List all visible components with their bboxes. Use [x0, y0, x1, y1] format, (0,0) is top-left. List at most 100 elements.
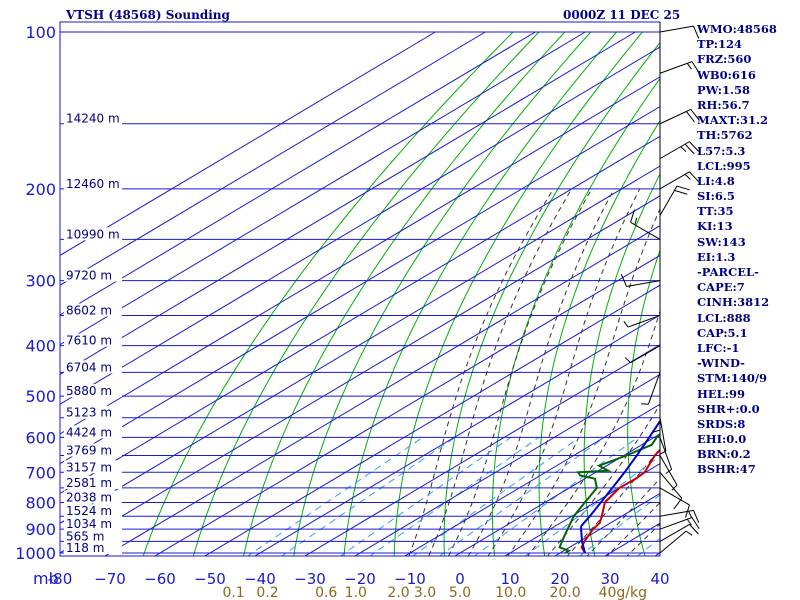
moist-adiabat-line: [467, 188, 615, 556]
sounding-index-item: L57:5.3: [697, 143, 746, 158]
height-label-backdrop: [64, 475, 122, 489]
height-label-backdrop: [64, 443, 122, 457]
wind-barb: [659, 437, 673, 475]
isotherm-line: [60, 31, 536, 316]
sounding-traces: [558, 419, 660, 554]
wind-barb-half-feather: [634, 217, 638, 225]
height-label-text: 12460 m: [66, 177, 120, 191]
wind-barb-staff: [627, 314, 661, 328]
height-label-backdrop: [64, 360, 122, 374]
height-label-backdrop: [64, 541, 122, 554]
wind-barb: [623, 314, 661, 328]
wind-barb: [659, 509, 700, 523]
height-label: 5123 m: [64, 405, 122, 420]
sounding-index-item: EI:1.3: [697, 249, 736, 264]
height-label-backdrop: [64, 504, 122, 518]
moist-adiabat-line: [507, 207, 660, 556]
dewpoint-trace: [558, 432, 660, 554]
temperature-tick-label: 0: [455, 570, 465, 588]
sounding-index-item: PW:1.58: [697, 82, 751, 97]
mixing-ratio-label: 5.0: [449, 585, 471, 600]
moist-adiabat-line: [586, 477, 660, 556]
dry-adiabat-line: [583, 172, 660, 556]
mixing-ratio-label: 1.0: [345, 585, 367, 600]
wind-barb-staff: [659, 455, 678, 486]
wind-barb-feather: [689, 141, 699, 152]
wind-barb: [659, 171, 699, 190]
isotherm-line: [203, 284, 660, 556]
height-label-backdrop: [64, 111, 122, 125]
height-label-text: 6704 m: [66, 360, 112, 374]
height-label-backdrop: [64, 460, 122, 474]
sounding-index-item: SRDS:8: [697, 416, 746, 431]
isotherm-line: [253, 314, 660, 556]
sounding-index-item: EHI:0.0: [697, 432, 747, 447]
height-label: 4424 m: [64, 425, 122, 439]
height-label-text: 1524 m: [66, 504, 112, 518]
moist-adiabat-line: [447, 188, 593, 556]
wind-barb-half-feather: [686, 63, 692, 70]
dry-adiabat-line: [443, 41, 660, 556]
temperature-tick-label: −50: [194, 570, 226, 588]
height-label: 6704 m: [64, 360, 122, 374]
height-label: 7610 m: [64, 333, 122, 348]
temperature-trace: [580, 448, 660, 554]
isotherm-line: [103, 225, 660, 556]
wind-barb: [659, 523, 699, 542]
temperature-tick-label: 30: [600, 570, 619, 588]
height-label-text: 3769 m: [66, 444, 112, 458]
sounding-index-item: WB0:616: [697, 67, 756, 82]
isotherm-line: [60, 76, 660, 435]
mixing-ratio-line: [524, 455, 660, 556]
height-label-backdrop: [64, 490, 122, 504]
mixing-ratio-label: 0.1: [222, 585, 244, 600]
wind-barb-feather: [691, 61, 700, 74]
height-label-backdrop: [64, 425, 122, 439]
isobar-isotherm-grid: [60, 31, 660, 556]
sounding-index-item: BSHR:47: [697, 462, 756, 477]
isotherm-line: [60, 31, 486, 286]
dry-adiabat-line: [343, 31, 617, 556]
height-label: 1524 m: [64, 504, 122, 518]
wind-barb: [659, 471, 683, 510]
height-label-backdrop: [64, 176, 122, 190]
sounding-indices-panel: WMO:48568 TP:124 FRZ:560 WB0:616 PW:1.58 RH:5…: [697, 22, 800, 478]
wind-barb-feather: [689, 171, 699, 182]
wind-barb-staff: [659, 108, 692, 125]
wind-barb-staff: [630, 221, 661, 240]
wind-barb-feather: [693, 25, 700, 39]
wind-barb-staff: [630, 345, 661, 364]
wind-barb-staff: [659, 141, 690, 160]
height-label: 8602 m: [64, 303, 122, 317]
dry-adiabat-line: [627, 248, 660, 556]
pressure-tick-label: 900: [25, 520, 56, 539]
sounding-index-item: LCL:888: [697, 310, 751, 325]
wind-barb-staff: [659, 530, 687, 554]
mixing-ratio-line: [578, 494, 660, 556]
valid-time: 0000Z 11 DEC 25: [563, 8, 681, 22]
moist-adiabat-line: [626, 523, 660, 556]
wind-barb-feather: [684, 143, 695, 155]
pressure-tick-label: 300: [25, 272, 56, 291]
temperature-tick-label: 20: [550, 570, 569, 588]
wind-barb-staff: [659, 185, 678, 216]
height-label-backdrop: [64, 517, 122, 531]
height-label-backdrop: [64, 227, 122, 241]
dry-adiabat-line: [491, 77, 660, 556]
wind-barb-staff: [659, 487, 690, 506]
isotherm-line: [403, 403, 660, 556]
height-label-backdrop: [64, 268, 122, 282]
sounding-index-item: CAP:5.1: [697, 325, 748, 340]
mixing-ratio-line: [246, 436, 423, 556]
sounding-index-item: SW:143: [697, 234, 746, 249]
sounding-index-item: LI:4.8: [697, 173, 735, 188]
height-label: 2038 m: [64, 490, 122, 505]
sounding-index-item: -WIND-: [697, 356, 745, 371]
height-label: 12460 m: [64, 176, 122, 191]
sounding-index-item: LCL:995: [697, 158, 751, 173]
temperature-tick-label: −70: [94, 570, 126, 588]
isotherm-line: [60, 31, 636, 376]
wind-barb-staff: [659, 25, 694, 33]
height-label: 118 m: [64, 541, 122, 555]
